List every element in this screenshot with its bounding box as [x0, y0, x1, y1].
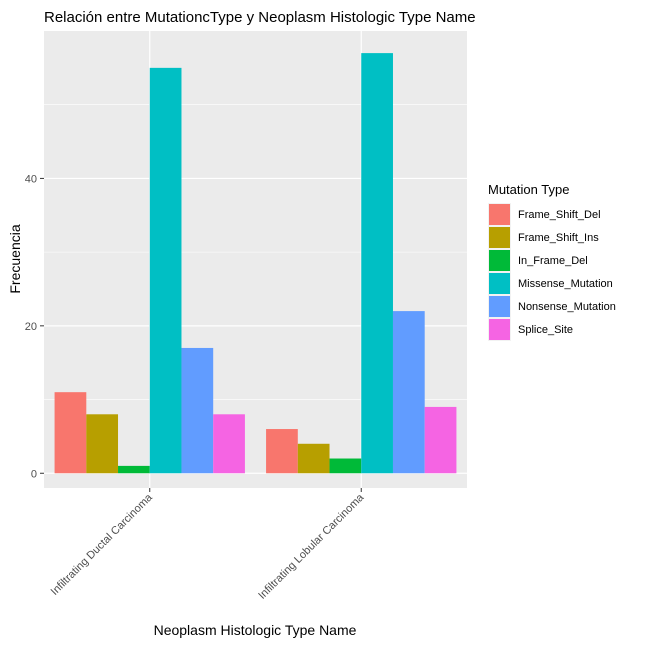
legend-swatch-splice-site: [489, 319, 510, 340]
legend-swatch-in-frame-del: [489, 250, 510, 271]
bar-nonsense-mutation-2: [392, 311, 425, 474]
bars: [54, 53, 457, 474]
bar-frame-shift-del-1: [54, 392, 87, 474]
bar-in-frame-del-1: [118, 465, 150, 474]
y-axis: 0 20 40: [25, 173, 44, 480]
x-tick-label: Infiltrating Ductal Carcinoma: [49, 491, 156, 598]
legend: Mutation Type Frame_Shift_Del Frame_Shift…: [488, 182, 616, 341]
bar-frame-shift-ins-2: [297, 443, 330, 474]
legend-swatch-frame-shift-ins: [489, 227, 510, 248]
y-axis-title: Frecuencia: [7, 224, 23, 293]
legend-title: Mutation Type: [488, 182, 569, 197]
bar-splice-site-2: [424, 406, 457, 474]
legend-swatch-frame-shift-del: [489, 204, 510, 225]
legend-swatch-nonsense-mutation: [489, 296, 510, 317]
legend-swatch-missense-mutation: [489, 273, 510, 294]
legend-label: Missense_Mutation: [518, 278, 613, 290]
bar-nonsense-mutation-1: [181, 347, 214, 474]
bar-frame-shift-del-2: [266, 429, 298, 474]
legend-label: Splice_Site: [518, 324, 573, 336]
y-tick-label: 20: [25, 321, 37, 333]
legend-label: In_Frame_Del: [518, 255, 588, 267]
bar-in-frame-del-2: [329, 458, 362, 474]
legend-label: Frame_Shift_Del: [518, 209, 601, 221]
x-axis: Infiltrating Ductal Carcinoma Infiltratin…: [49, 488, 367, 602]
bar-missense-mutation-2: [361, 53, 393, 474]
y-tick-label: 0: [31, 468, 37, 480]
y-tick-label: 40: [25, 173, 37, 185]
bar-frame-shift-ins-1: [86, 414, 119, 474]
bar-missense-mutation-1: [149, 67, 182, 474]
legend-label: Nonsense_Mutation: [518, 301, 616, 313]
chart-title: Relación entre MutationcType y Neoplasm …: [44, 9, 476, 26]
legend-label: Frame_Shift_Ins: [518, 232, 599, 244]
x-axis-title: Neoplasm Histologic Type Name: [154, 622, 357, 638]
bar-splice-site-1: [213, 414, 245, 474]
x-tick-label: Infiltrating Lobular Carcinoma: [256, 491, 367, 602]
